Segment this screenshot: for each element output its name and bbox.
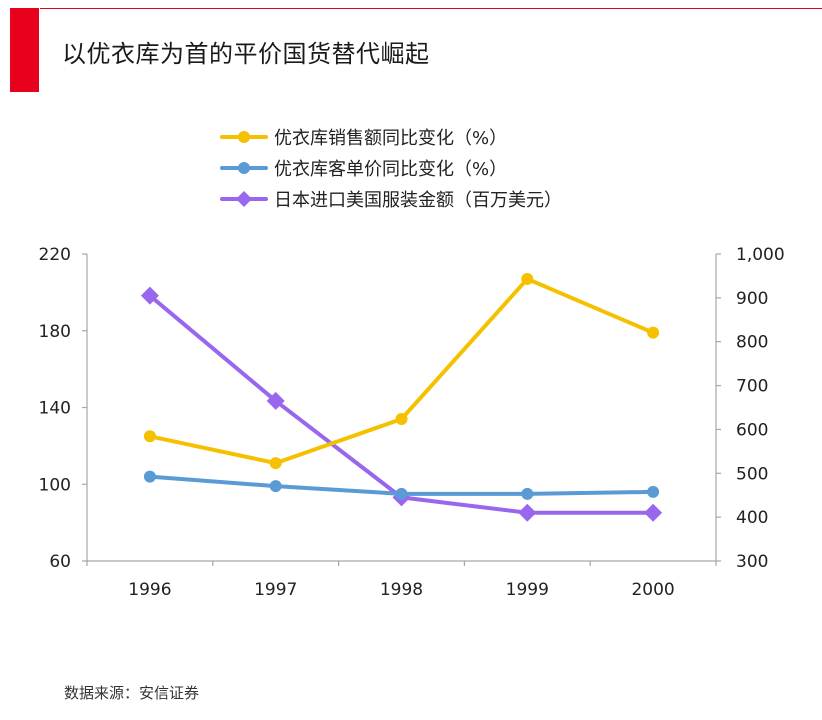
left-y-tick-label: 60 [49,552,71,572]
chart-series [140,272,663,522]
left-y-tick-label: 220 [39,245,71,265]
right-y-tick-label: 900 [736,289,768,309]
data-point-circle [647,485,660,498]
header-rule [40,8,822,9]
data-point-circle [395,413,408,426]
data-point-diamond [644,503,663,522]
right-y-tick-label: 800 [736,333,768,353]
x-tick-label: 1999 [506,580,549,600]
legend-label: 优衣库销售额同比变化（%） [274,128,507,149]
right-y-tick-label: 300 [736,552,768,572]
data-point-circle [521,272,534,285]
data-point-circle [143,470,156,483]
legend-label: 日本进口美国服装金额（百万美元） [274,190,562,211]
chart-legend: 优衣库销售额同比变化（%） 优衣库客单价同比变化（%） 日本进口美国服装金额（百万美… [220,128,562,211]
right-y-tick-label: 1,000 [736,245,785,265]
data-point-circle [647,326,660,339]
page-title: 以优衣库为首的平价国货替代崛起 [62,40,430,68]
data-point-diamond [266,391,285,410]
left-y-tick-label: 140 [39,399,71,419]
chart-axes: 60 100 140 180 220 300 400 500 600 700 800 900 1,000… [39,245,785,600]
data-point-diamond [518,503,537,522]
x-tick-label: 1997 [254,580,297,600]
left-y-tick-label: 100 [39,475,71,495]
data-point-circle [269,480,282,493]
legend-label: 优衣库客单价同比变化（%） [274,159,507,180]
legend-swatch-marker [238,131,250,143]
right-y-tick-label: 400 [736,508,768,528]
data-point-circle [269,457,282,470]
data-point-circle [395,487,408,500]
right-y-tick-label: 500 [736,464,768,484]
series-line [147,276,656,466]
data-point-diamond [140,286,159,305]
legend-swatch-marker [238,162,250,174]
data-point-circle [521,487,534,500]
series-line [147,293,656,515]
legend-swatch-marker [236,191,252,207]
header-accent-block [10,8,39,92]
source-note: 数据来源：安信证券 [64,684,200,702]
x-tick-label: 1996 [128,580,171,600]
right-y-tick-label: 700 [736,377,768,397]
right-y-tick-label: 600 [736,420,768,440]
x-tick-label: 1998 [380,580,423,600]
x-tick-label: 2000 [631,580,674,600]
data-point-circle [143,430,156,443]
left-y-tick-label: 180 [39,322,71,342]
